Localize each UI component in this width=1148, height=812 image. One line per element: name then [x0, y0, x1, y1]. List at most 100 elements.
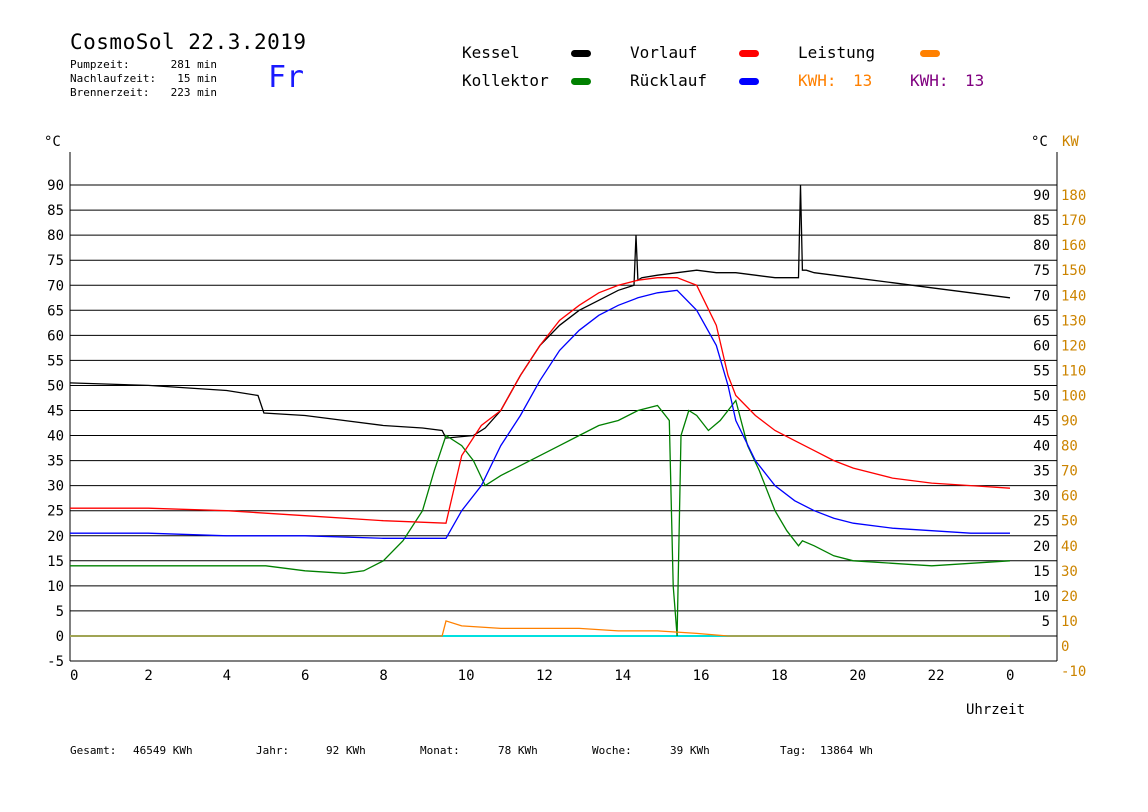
y-tick-label-left: 30: [47, 479, 64, 495]
x-tick-label: 22: [928, 668, 945, 684]
y-tick-label-left: 0: [56, 629, 64, 645]
x-tick-label: 0: [1006, 668, 1014, 684]
kw-tick-label: 30: [1061, 564, 1078, 580]
series-line-kessel: [69, 185, 1011, 439]
y-tick-label-left: 40: [47, 429, 64, 445]
stat-label-pumpzeit: Pumpzeit:: [70, 58, 130, 71]
y-tick-label-left: 35: [47, 454, 64, 470]
legend-label-ruecklauf: Rücklauf: [630, 71, 708, 90]
y-tick-label-right: 75: [1033, 263, 1050, 279]
y-tick-label-left: 80: [47, 228, 64, 244]
y-tick-label-right: 50: [1033, 388, 1050, 404]
kw-tick-label: 90: [1061, 414, 1078, 430]
series-line-leistung: [70, 620, 1010, 637]
y-tick-label-left: 55: [47, 353, 64, 369]
y-tick-label-right: 80: [1033, 238, 1050, 254]
y-tick-label-left: 75: [47, 253, 64, 269]
y-tick-label-left: 50: [47, 378, 64, 394]
y-tick-label-right: 65: [1033, 313, 1050, 329]
series-line-r-cklauf: [70, 289, 1010, 539]
y-tick-label-left: 45: [47, 404, 64, 420]
y-tick-label-left: 85: [47, 203, 64, 219]
y-tick-label-right: 60: [1033, 338, 1050, 354]
legend-swatch-kollektor: [571, 78, 591, 85]
legend-swatch-ruecklauf: [739, 78, 759, 85]
kw-tick-label: 10: [1061, 614, 1078, 630]
y-tick-label-left: 25: [47, 504, 64, 520]
legend-label-leistung: Leistung: [798, 43, 876, 62]
kw-tick-label: 50: [1061, 514, 1078, 530]
y-tick-label-right: 10: [1033, 589, 1050, 605]
footer-value-monat: 78 KWh: [498, 744, 538, 757]
footer-label-tag: Tag:: [780, 744, 807, 757]
kw-tick-label: 40: [1061, 539, 1078, 555]
y-tick-label-right: 55: [1033, 363, 1050, 379]
legend-swatch-leistung: [920, 50, 940, 57]
legend-label-kollektor: Kollektor: [462, 71, 549, 90]
y-tick-label-left: 90: [47, 178, 64, 194]
footer-label-jahr: Jahr:: [256, 744, 290, 757]
x-tick-label: 0: [70, 668, 78, 684]
kw-tick-label: 170: [1061, 213, 1086, 229]
series-line-kollektor: [70, 399, 1011, 637]
x-tick-label: 18: [771, 668, 788, 684]
y-axis-label-right-kw: KW: [1062, 134, 1079, 150]
footer-label-monat: Monat:: [420, 744, 460, 757]
y-tick-label-right: 30: [1033, 489, 1050, 505]
legend-label-kessel: Kessel: [462, 43, 520, 62]
footer-value-jahr: 92 KWh: [326, 744, 366, 757]
y-tick-label-left: 60: [47, 328, 64, 344]
grid-lines: [70, 184, 1057, 637]
weekday-label: Fr: [268, 60, 305, 95]
kw-tick-label: 140: [1061, 288, 1086, 304]
y-tick-label-left: 20: [47, 529, 64, 545]
kw-tick-label: 100: [1061, 388, 1086, 404]
kw-tick-label: 20: [1061, 589, 1078, 605]
y-tick-label-left: 5: [56, 604, 64, 620]
stat-value-brennerzeit: 223 min: [170, 86, 217, 99]
kw-tick-label: 130: [1061, 313, 1086, 329]
kwh-value-2: 13: [965, 71, 985, 90]
y-tick-label-right: 45: [1033, 414, 1050, 430]
x-tick-label: 20: [849, 668, 866, 684]
y-tick-label-left: 65: [47, 303, 64, 319]
legend-swatch-vorlauf: [739, 50, 759, 57]
footer-label-woche: Woche:: [592, 744, 632, 757]
x-tick-label: 6: [301, 668, 309, 684]
y-tick-label-left: 15: [47, 554, 64, 570]
footer-value-gesamt: 46549 KWh: [133, 744, 193, 757]
stat-value-nachlaufzeit: 15 min: [177, 72, 217, 85]
kw-tick-label: 180: [1061, 188, 1086, 204]
kw-tick-label: 70: [1061, 464, 1078, 480]
y-axis-label-right-celsius: °C: [1031, 134, 1048, 150]
kwh-value-1: 13: [853, 71, 873, 90]
y-axis-label-left: °C: [44, 134, 61, 150]
x-tick-label: 2: [144, 668, 152, 684]
y-tick-label-right: 85: [1033, 213, 1050, 229]
chart-title: CosmoSol 22.3.2019: [70, 30, 307, 54]
x-tick-label: 14: [614, 668, 631, 684]
kw-tick-label: 0: [1061, 639, 1069, 655]
x-tick-label: 8: [379, 668, 387, 684]
legend-swatch-kessel: [571, 50, 591, 57]
axes: [69, 152, 1058, 662]
kw-tick-label: 60: [1061, 489, 1078, 505]
x-tick-label: 16: [693, 668, 710, 684]
y-tick-label-right: 20: [1033, 539, 1050, 555]
kwh-label-2: KWH:: [910, 71, 949, 90]
y-tick-label-right: 40: [1033, 439, 1050, 455]
x-tick-label: 4: [223, 668, 231, 684]
y-tick-label-right: 5: [1042, 614, 1050, 630]
stat-value-pumpzeit: 281 min: [170, 58, 217, 71]
y-tick-label-right: 70: [1033, 288, 1050, 304]
y-tick-label-right: 15: [1033, 564, 1050, 580]
x-tick-label: 10: [458, 668, 475, 684]
footer-value-woche: 39 KWh: [670, 744, 710, 757]
y-tick-label-right: 25: [1033, 514, 1050, 530]
y-tick-label-left: -5: [47, 654, 64, 670]
kw-tick-label: 150: [1061, 263, 1086, 279]
kw-tick-label: 120: [1061, 338, 1086, 354]
stat-label-nachlaufzeit: Nachlaufzeit:: [70, 72, 157, 85]
kwh-label-1: KWH:: [798, 71, 837, 90]
